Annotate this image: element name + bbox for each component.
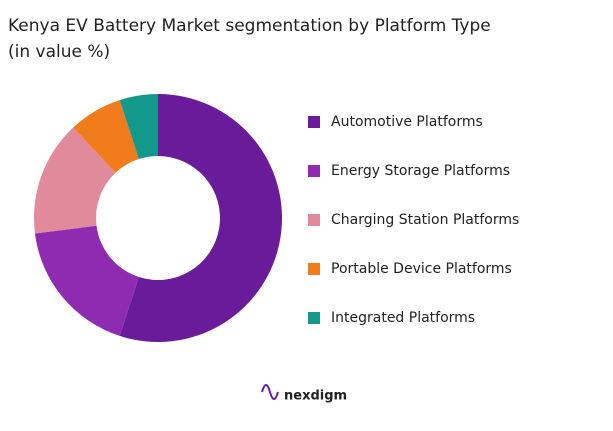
legend-label: Portable Device Platforms <box>331 261 512 277</box>
legend-label: Charging Station Platforms <box>331 212 519 228</box>
legend-swatch <box>308 263 320 275</box>
brand-logo <box>261 384 279 400</box>
legend-swatch <box>308 312 320 324</box>
chart-title: Kenya EV Battery Market segmentation by … <box>8 16 491 36</box>
legend-swatch <box>308 116 320 128</box>
chart-subtitle: (in value %) <box>8 42 110 62</box>
legend-label: Integrated Platforms <box>331 310 475 326</box>
donut-slice <box>119 94 158 160</box>
legend-swatch <box>308 214 320 226</box>
donut-slice <box>73 100 139 173</box>
donut-slice <box>34 127 116 234</box>
legend-swatch <box>308 165 320 177</box>
legend-label: Automotive Platforms <box>331 114 483 130</box>
brand-name: nexdigm <box>284 389 347 404</box>
legend-label: Energy Storage Platforms <box>331 163 510 179</box>
donut-slice <box>119 94 283 343</box>
donut-slice <box>34 225 139 336</box>
